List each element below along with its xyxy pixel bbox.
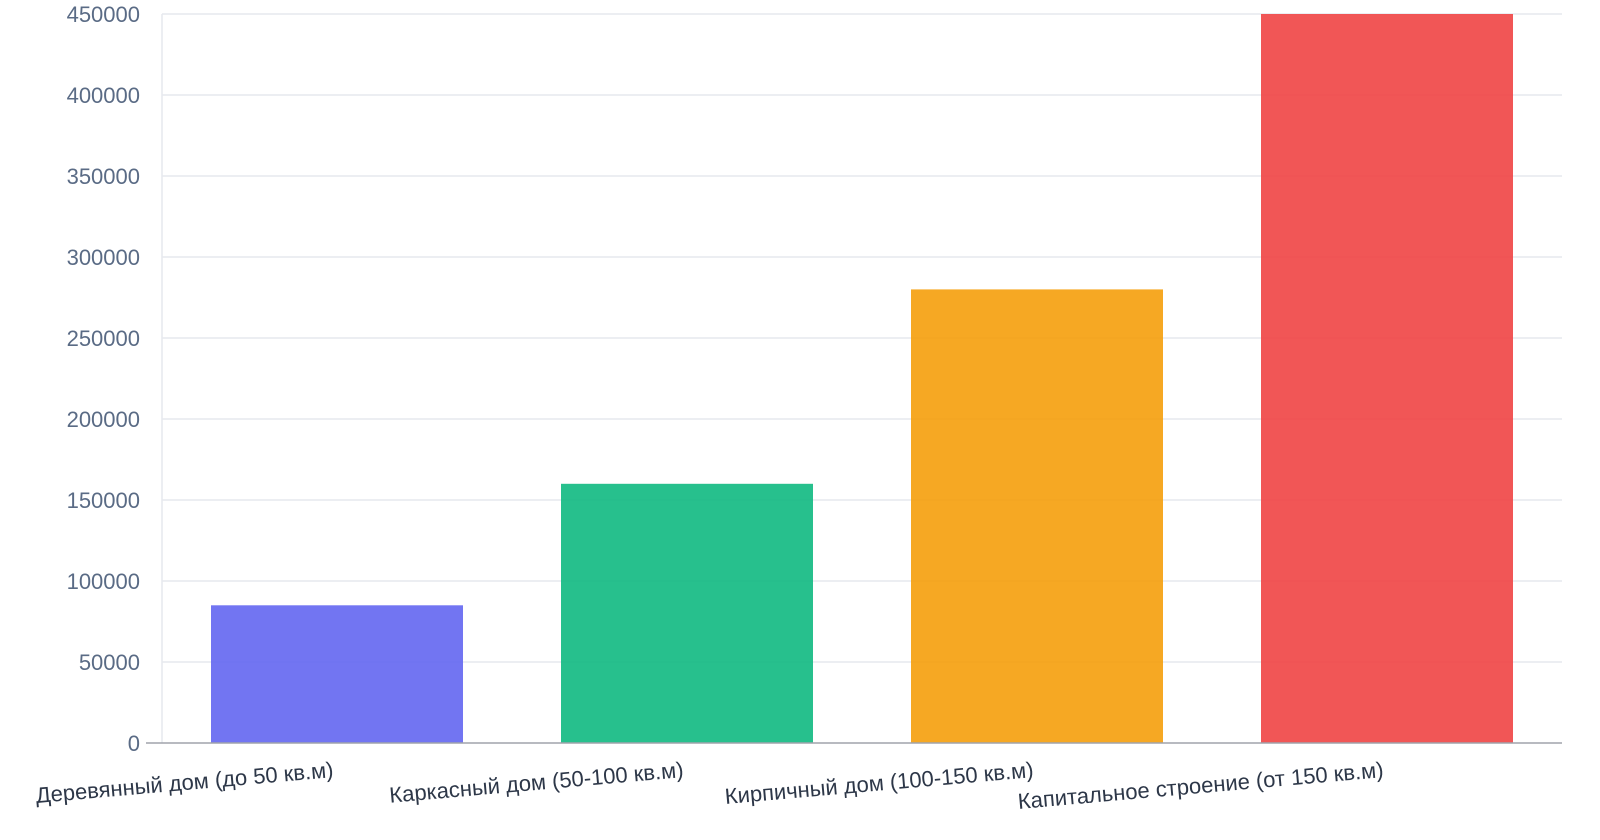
y-tick-label: 50000: [79, 650, 140, 675]
y-tick-label: 400000: [67, 83, 140, 108]
y-tick-label: 150000: [67, 488, 140, 513]
bar-2: [561, 483, 813, 743]
grid-lines: [162, 13, 1562, 663]
bar-3: [911, 289, 1163, 743]
y-axis-tick-labels: 0 50000 100000 150000 200000 250000 300000 3500…: [67, 2, 140, 756]
x-tick-label: Каркасный дом (50-100 кв.м): [388, 757, 684, 808]
x-tick-label: Капитальное строение (от 150 кв.м): [1017, 757, 1385, 814]
bars: [211, 14, 1513, 743]
y-tick-label: 200000: [67, 407, 140, 432]
y-tick-label: 100000: [67, 569, 140, 594]
y-tick-label: 250000: [67, 326, 140, 351]
x-axis-tick-labels: Деревянный дом (до 50 кв.м) Каркасный дом…: [35, 757, 1385, 814]
x-tick-label: Деревянный дом (до 50 кв.м): [35, 757, 335, 808]
y-tick-label: 300000: [67, 245, 140, 270]
y-tick-label: 0: [128, 731, 140, 756]
bar-4: [1261, 14, 1513, 743]
x-tick-label: Кирпичный дом (100-150 кв.м): [724, 757, 1035, 809]
y-tick-label: 450000: [67, 2, 140, 27]
axes: [146, 14, 1562, 744]
bar-1: [211, 605, 463, 743]
y-tick-label: 350000: [67, 164, 140, 189]
